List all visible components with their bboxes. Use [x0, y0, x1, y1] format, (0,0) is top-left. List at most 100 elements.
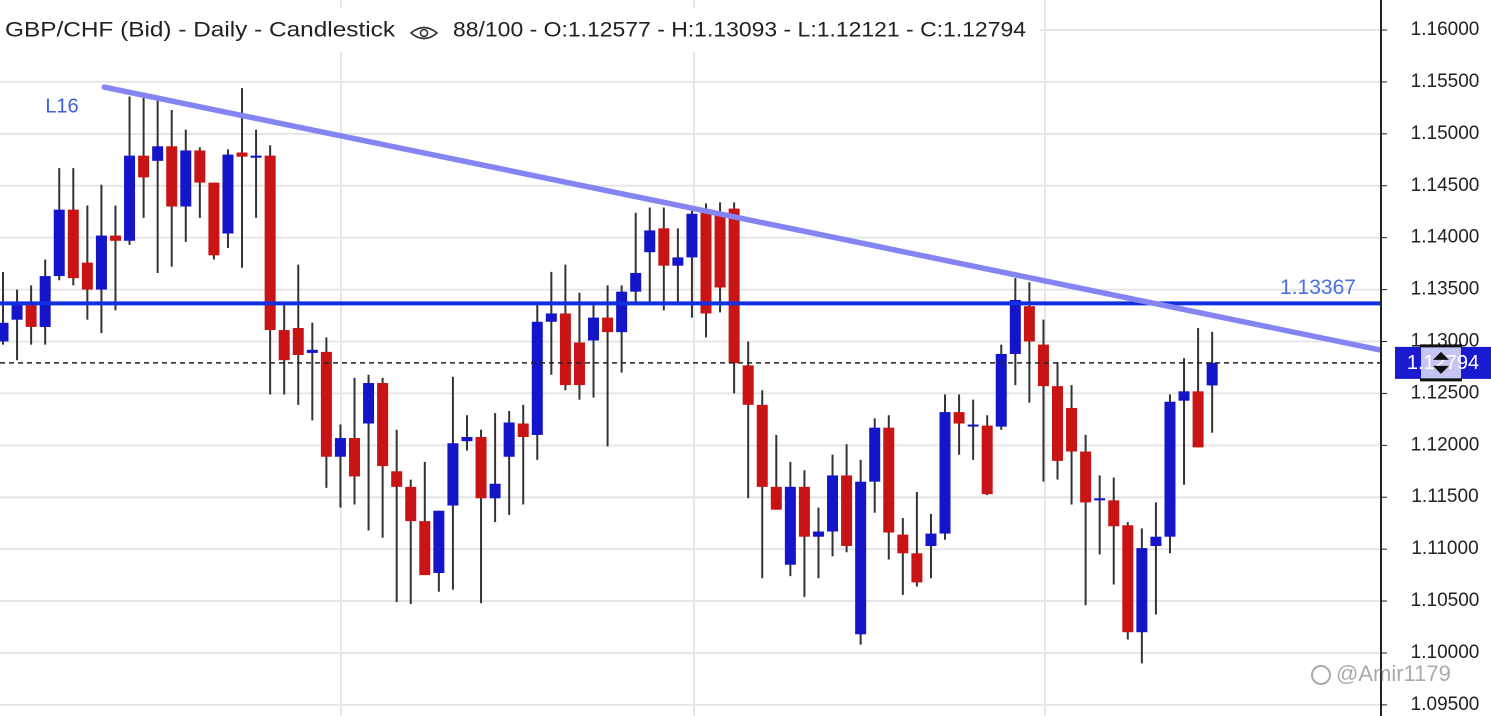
- candle-body: [1023, 306, 1035, 342]
- candle-body: [0, 322, 9, 342]
- candle-body: [292, 327, 304, 355]
- candle-body: [1178, 391, 1190, 401]
- y-axis: 1.09500 1.10000 1.10500 1.11000 1.11500 1.120…: [1381, 19, 1479, 715]
- eye-icon: [409, 26, 439, 40]
- chart-info: 88/100 - O:1.12577 - H:1.13093 - L:1.121…: [453, 19, 1026, 42]
- candle-body: [1080, 451, 1092, 503]
- candle-body: [250, 155, 262, 158]
- candle-body: [812, 531, 824, 537]
- candle-body: [433, 510, 445, 574]
- candle-body: [95, 235, 107, 290]
- candle-body: [1066, 407, 1078, 452]
- candle-body: [194, 150, 206, 183]
- candle-body: [770, 486, 782, 510]
- candle-body: [897, 534, 909, 554]
- candle-body: [883, 427, 895, 533]
- candle-body: [672, 257, 684, 266]
- trendline-label: L16: [45, 95, 78, 117]
- y-tick-label: 1.12000: [1411, 434, 1480, 455]
- candle-body: [1009, 299, 1021, 354]
- candle-body: [447, 443, 459, 506]
- candle-body: [545, 313, 557, 322]
- candle-body: [559, 313, 571, 386]
- y-tick-label: 1.13500: [1411, 279, 1480, 300]
- candle-body: [152, 146, 164, 161]
- candle-body: [658, 228, 670, 266]
- plot-area: [0, 29, 1381, 706]
- candle-body: [419, 521, 431, 576]
- candle-body: [531, 321, 543, 435]
- y-tick-label: 1.10500: [1411, 590, 1480, 611]
- candle-body: [222, 154, 234, 234]
- candle-body: [995, 353, 1007, 427]
- candle-body: [180, 150, 192, 207]
- candle-body: [405, 486, 417, 522]
- candle-body: [25, 303, 37, 327]
- candle-body: [798, 486, 810, 537]
- candle-body: [391, 471, 403, 487]
- candle-body: [953, 412, 965, 424]
- candle-body: [166, 146, 178, 207]
- candle-body: [1052, 386, 1063, 461]
- y-tick-label: 1.15000: [1411, 123, 1480, 144]
- candle-body: [320, 351, 332, 457]
- watermark: @Amir1179: [1311, 661, 1451, 686]
- candle-body: [939, 412, 951, 534]
- candle-body: [728, 208, 740, 364]
- y-tick-label: 1.11000: [1411, 538, 1478, 559]
- y-tick-label: 1.12500: [1411, 382, 1480, 403]
- y-tick-label: 1.15500: [1411, 71, 1480, 92]
- candle-body: [588, 317, 600, 341]
- candle-body: [377, 383, 389, 467]
- y-tick-label: 1.14500: [1411, 175, 1480, 196]
- candle-body: [503, 422, 515, 457]
- candle-body: [1150, 536, 1162, 547]
- candle-body: [475, 437, 487, 499]
- candle-body: [742, 365, 754, 405]
- candle-body: [573, 342, 585, 386]
- candle-body: [967, 424, 979, 427]
- drag-handle-arrows: [1433, 351, 1449, 374]
- candle-body: [855, 481, 867, 635]
- candle-body: [756, 404, 768, 487]
- candle-body: [489, 483, 501, 499]
- candle-body: [461, 437, 473, 442]
- y-tick-label: 1.09500: [1411, 694, 1480, 715]
- candle-body: [306, 349, 318, 353]
- candle-body: [630, 272, 642, 292]
- candle-body: [1192, 391, 1204, 448]
- candle-body: [602, 317, 614, 333]
- drag-handle-bg: [1421, 345, 1461, 380]
- candle-body: [81, 262, 93, 290]
- candle-body: [714, 212, 726, 288]
- candle-body: [1094, 498, 1106, 501]
- candle-body: [208, 182, 220, 256]
- candle-body: [827, 475, 839, 532]
- candle-body: [264, 155, 276, 331]
- candle-body: [278, 330, 290, 361]
- trendline: [101, 84, 1381, 353]
- candle-body: [1136, 548, 1148, 633]
- candle-body: [138, 155, 150, 178]
- candle-body: [1206, 362, 1218, 386]
- candle-body: [616, 291, 628, 333]
- candle-body: [869, 427, 881, 482]
- chart-title: GBP/CHF (Bid) - Daily - Candlestick: [5, 19, 396, 42]
- candle-body: [981, 425, 993, 495]
- candle-body: [67, 209, 79, 279]
- candle-body: [686, 213, 698, 258]
- candle-body: [925, 533, 937, 547]
- candle-body: [124, 155, 136, 241]
- candle-body: [11, 305, 23, 320]
- candle-body: [1164, 401, 1176, 537]
- watermark-icon: [1311, 665, 1331, 685]
- candle-body: [700, 212, 712, 314]
- y-tick-label: 1.16000: [1411, 19, 1480, 40]
- candle-body: [841, 475, 853, 547]
- candle-body: [911, 553, 923, 583]
- level-label: 1.13367: [1280, 276, 1356, 299]
- y-tick-label: 1.10000: [1411, 642, 1480, 663]
- candle-body: [1037, 344, 1049, 387]
